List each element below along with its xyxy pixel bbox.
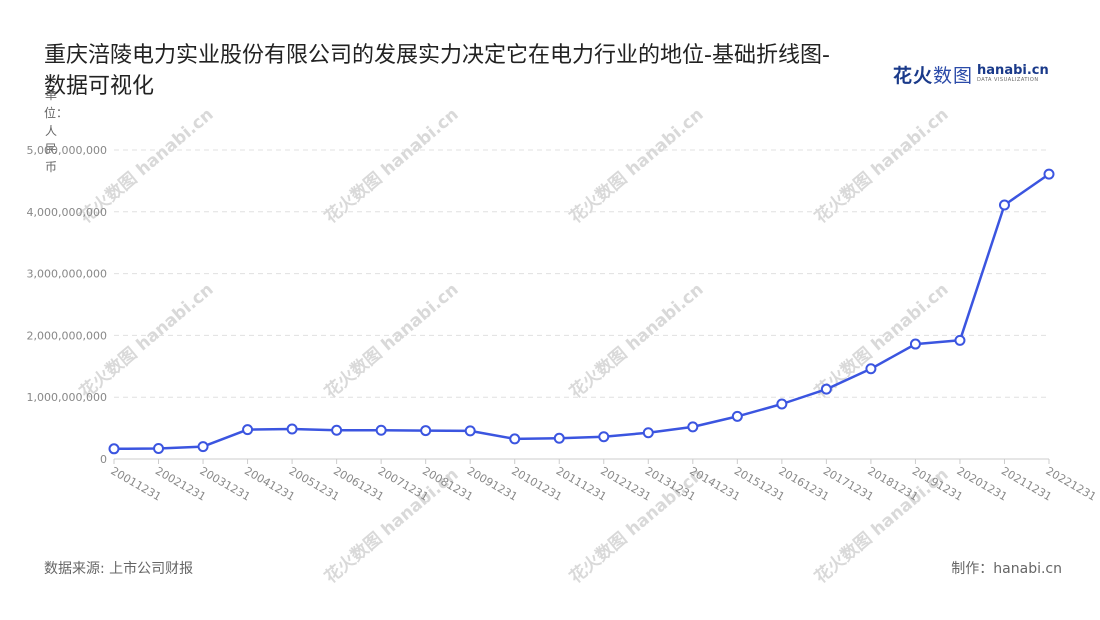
- chart-title: 重庆涪陵电力实业股份有限公司的发展实力决定它在电力行业的地位-基础折线图-数据可…: [44, 43, 830, 99]
- data-point: [598, 431, 610, 443]
- y-tick-label: 2,000,000,000: [27, 329, 107, 342]
- data-point: [776, 398, 788, 410]
- x-axis: [113, 458, 1050, 464]
- data-point: [731, 410, 743, 422]
- data-point: [642, 427, 654, 439]
- data-point: [286, 423, 298, 435]
- y-axis-ticks: 0 1,000,000,000 2,000,000,000 3,000,000,000…: [27, 144, 107, 466]
- data-point: [954, 334, 966, 346]
- data-point: [865, 363, 877, 375]
- data-point: [909, 338, 921, 350]
- data-point: [242, 424, 254, 436]
- brand-logo-cn: 花火数图: [893, 64, 974, 87]
- data-point: [553, 432, 565, 444]
- watermark: 花火数图 hanabi.cn: [810, 279, 952, 403]
- y-tick-label: 4,000,000,000: [27, 206, 107, 219]
- data-point: [1043, 168, 1055, 180]
- data-source: 数据来源: 上市公司财报: [44, 561, 194, 577]
- brand-logo: 花火数图 hanabi.cn DATA VISUALIZATION: [893, 60, 1049, 88]
- data-point: [687, 421, 699, 433]
- maker-credit: 制作：hanabi.cn: [951, 561, 1062, 577]
- x-tick-label: 20221231: [1044, 464, 1099, 503]
- watermark: 花火数图 hanabi.cn: [320, 279, 462, 403]
- series-line: [113, 173, 1050, 451]
- y-tick-label: 1,000,000,000: [27, 391, 107, 404]
- watermark-layer: 花火数图 hanabi.cn 花火数图 hanabi.cn 花火数图 hanabi.…: [75, 104, 952, 588]
- data-point: [420, 425, 432, 437]
- watermark: 花火数图 hanabi.cn: [565, 104, 707, 228]
- data-point: [998, 199, 1010, 211]
- brand-logo-sub: DATA VISUALIZATION: [977, 77, 1039, 83]
- watermark: 花火数图 hanabi.cn: [810, 104, 952, 228]
- brand-logo-en: hanabi.cn: [977, 63, 1049, 78]
- grid-lines: [114, 149, 1049, 398]
- data-point: [197, 441, 209, 453]
- data-point: [331, 424, 343, 436]
- data-point: [464, 425, 476, 437]
- watermark: 花火数图 hanabi.cn: [320, 104, 462, 228]
- y-tick-label: 5,000,000,000: [27, 144, 107, 157]
- data-point: [153, 442, 165, 454]
- y-tick-label: 0: [100, 453, 107, 466]
- y-tick-label: 3,000,000,000: [27, 268, 107, 281]
- data-point: [108, 443, 120, 455]
- data-point: [820, 383, 832, 395]
- x-axis-ticks: 2001123120021231200312312004123120051231…: [109, 464, 1099, 503]
- data-point: [375, 424, 387, 436]
- data-point: [509, 433, 521, 445]
- data-points: [108, 168, 1055, 455]
- watermark: 花火数图 hanabi.cn: [565, 279, 707, 403]
